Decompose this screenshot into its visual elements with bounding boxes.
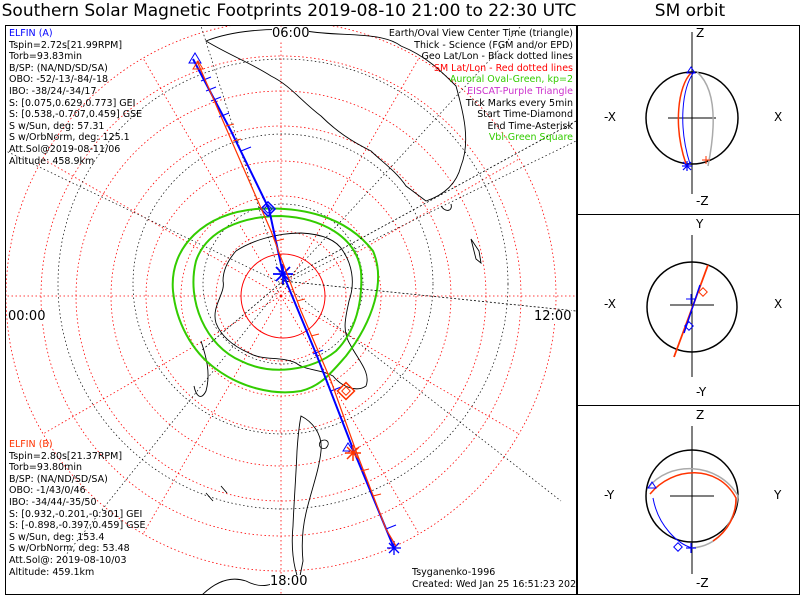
elfin-b-line: S: [-0.898,-0.397,0.459] GSE xyxy=(9,520,146,532)
sm-xy-left-label: -X xyxy=(604,297,616,311)
elfin-a-line: S: [0.075,0.629,0.773] GEI xyxy=(9,97,136,109)
elfin-b-line: S w/Sun, deg: 153.4 xyxy=(9,531,105,543)
sm-xy-top-label: Y xyxy=(696,217,704,231)
sm-pole-ring xyxy=(240,253,326,339)
legend-item: SM Lat/Lon - Red dotted lines xyxy=(433,62,573,74)
legend-item: Geo Lat/Lon - Black dotted lines xyxy=(421,51,573,63)
sm-xy-right-label: X xyxy=(774,297,783,311)
elfin-a-line: Att.Sol@2019-08-11/06 xyxy=(9,143,121,155)
view-center-line xyxy=(282,120,576,282)
elfin-b-track xyxy=(192,60,397,547)
elfin-b-line: S: [0.932,-0.201,-0.301] GEI xyxy=(9,508,143,520)
elfin-a-line: S: [0.538,-0.707,0.459] GSE xyxy=(9,109,143,121)
mlt-label-left: 00:00 xyxy=(8,309,46,324)
elfin-a-info: ELFIN (A) Tspin=2.72s[21.99RPM] Torb=93.… xyxy=(9,28,142,167)
sm-xz-bottom-label: -Z xyxy=(696,194,709,208)
elfin-b-info: ELFIN (B) Tspin=2.80s[21.37RPM] Torb=93.… xyxy=(9,439,146,578)
view-center-line-2 xyxy=(282,280,576,312)
sm-yz-bottom-label: -Z xyxy=(696,576,709,590)
sm-orbit-yz xyxy=(645,426,739,574)
sm-orbit-title: SM orbit xyxy=(654,1,726,21)
sm-xz-left-label: -X xyxy=(604,110,616,124)
elfin-a-line: IBO: -38/24/-34/17 xyxy=(9,85,97,97)
sm-xz-right-label: X xyxy=(774,110,783,124)
elfin-a-end-asterisk xyxy=(387,541,401,555)
mlt-label-right: 12:00 xyxy=(534,309,572,324)
elfin-b-asterisk xyxy=(345,445,361,461)
sm-yz-top-label: Z xyxy=(696,408,705,422)
elfin-b-line: Att.Sol@: 2019-08-10/03 xyxy=(9,554,127,566)
elfin-b-line: OBO: -1/43/0/46 xyxy=(9,485,86,497)
elfin-a-asterisk xyxy=(273,264,293,284)
sm-yz-left-label: -Y xyxy=(604,488,615,502)
legend-item: Tick Marks every 5min xyxy=(465,97,573,109)
created-timestamp: Created: Wed Jan 25 16:51:23 2023 xyxy=(412,579,583,590)
elfin-a-line: S w/Sun, deg: 57.31 xyxy=(9,120,105,132)
elfin-b-line: S w/OrbNorm, deg: 53.48 xyxy=(9,543,130,555)
elfin-a-line: OBO: -52/-13/-84/-18 xyxy=(9,74,109,86)
elfin-a-line: S w/OrbNorm, deg: 125.1 xyxy=(9,132,130,144)
legend-item: Start Time-Diamond xyxy=(477,109,573,121)
elfin-a-line: Tspin=2.72s[21.99RPM] xyxy=(9,39,123,51)
legend-item: Vbl-Green Square xyxy=(488,132,573,144)
mlt-label-top: 06:00 xyxy=(272,26,310,41)
sm-yz-right-label: Y xyxy=(774,488,782,502)
sm-orbit-xy-panel: Y -Y -X X xyxy=(577,214,800,406)
sm-orbit-xz-panel: Z -Z -X X xyxy=(577,25,800,215)
model-credit: Tsyganenko-1996 xyxy=(412,567,496,578)
elfin-b-line: IBO: -34/44/-35/50 xyxy=(9,496,97,508)
elfin-a-track xyxy=(188,52,401,555)
map-legend: Earth/Oval View Center Time (triangle) T… xyxy=(389,28,573,144)
map-title: Southern Solar Magnetic Footprints 2019-… xyxy=(1,1,577,21)
legend-item: Thick - Science (FGM and/or EPD) xyxy=(414,39,573,51)
elfin-a-line: B/SP: (NA/ND/SD/SA) xyxy=(9,62,108,74)
elfin-a-line: Torb=93.83min xyxy=(9,51,83,63)
elfin-a-start-diamond xyxy=(259,200,277,218)
legend-item: Earth/Oval View Center Time (triangle) xyxy=(388,28,573,39)
elfin-b-line: Altitude: 459.1km xyxy=(9,566,95,578)
elfin-b-line: B/SP: (NA/ND/SD/SA) xyxy=(9,473,108,485)
sm-orbit-xy xyxy=(646,235,738,377)
elfin-b-line: Torb=93.80min xyxy=(9,462,83,474)
elfin-a-name: ELFIN (A) xyxy=(9,28,53,39)
sm-orbit-xz xyxy=(645,32,739,194)
sm-xz-top-label: Z xyxy=(696,26,705,40)
elfin-b-name: ELFIN (B) xyxy=(9,439,53,450)
legend-item: EISCAT-Purple Triangle xyxy=(467,85,573,97)
footprint-map-panel: 06:00 00:00 12:00 18:00 ELFIN (A) Tspin=… xyxy=(5,25,582,595)
legend-item: End Time-Asterisk xyxy=(487,120,573,132)
legend-item: Auroral Oval-Green, kp=2 xyxy=(449,74,573,86)
elfin-a-line: Altitude: 458.9km xyxy=(9,155,95,167)
elfin-b-line: Tspin=2.80s[21.37RPM] xyxy=(9,450,123,462)
view-center-line-3 xyxy=(200,280,284,352)
mlt-label-bottom: 18:00 xyxy=(270,574,308,589)
sm-orbit-yz-panel: Z -Z -Y Y xyxy=(577,405,800,595)
footprint-map xyxy=(6,26,576,594)
geo-grid xyxy=(6,26,576,562)
elfin-b-start-diamond xyxy=(336,381,356,401)
sm-xy-bottom-label: -Y xyxy=(696,385,707,399)
